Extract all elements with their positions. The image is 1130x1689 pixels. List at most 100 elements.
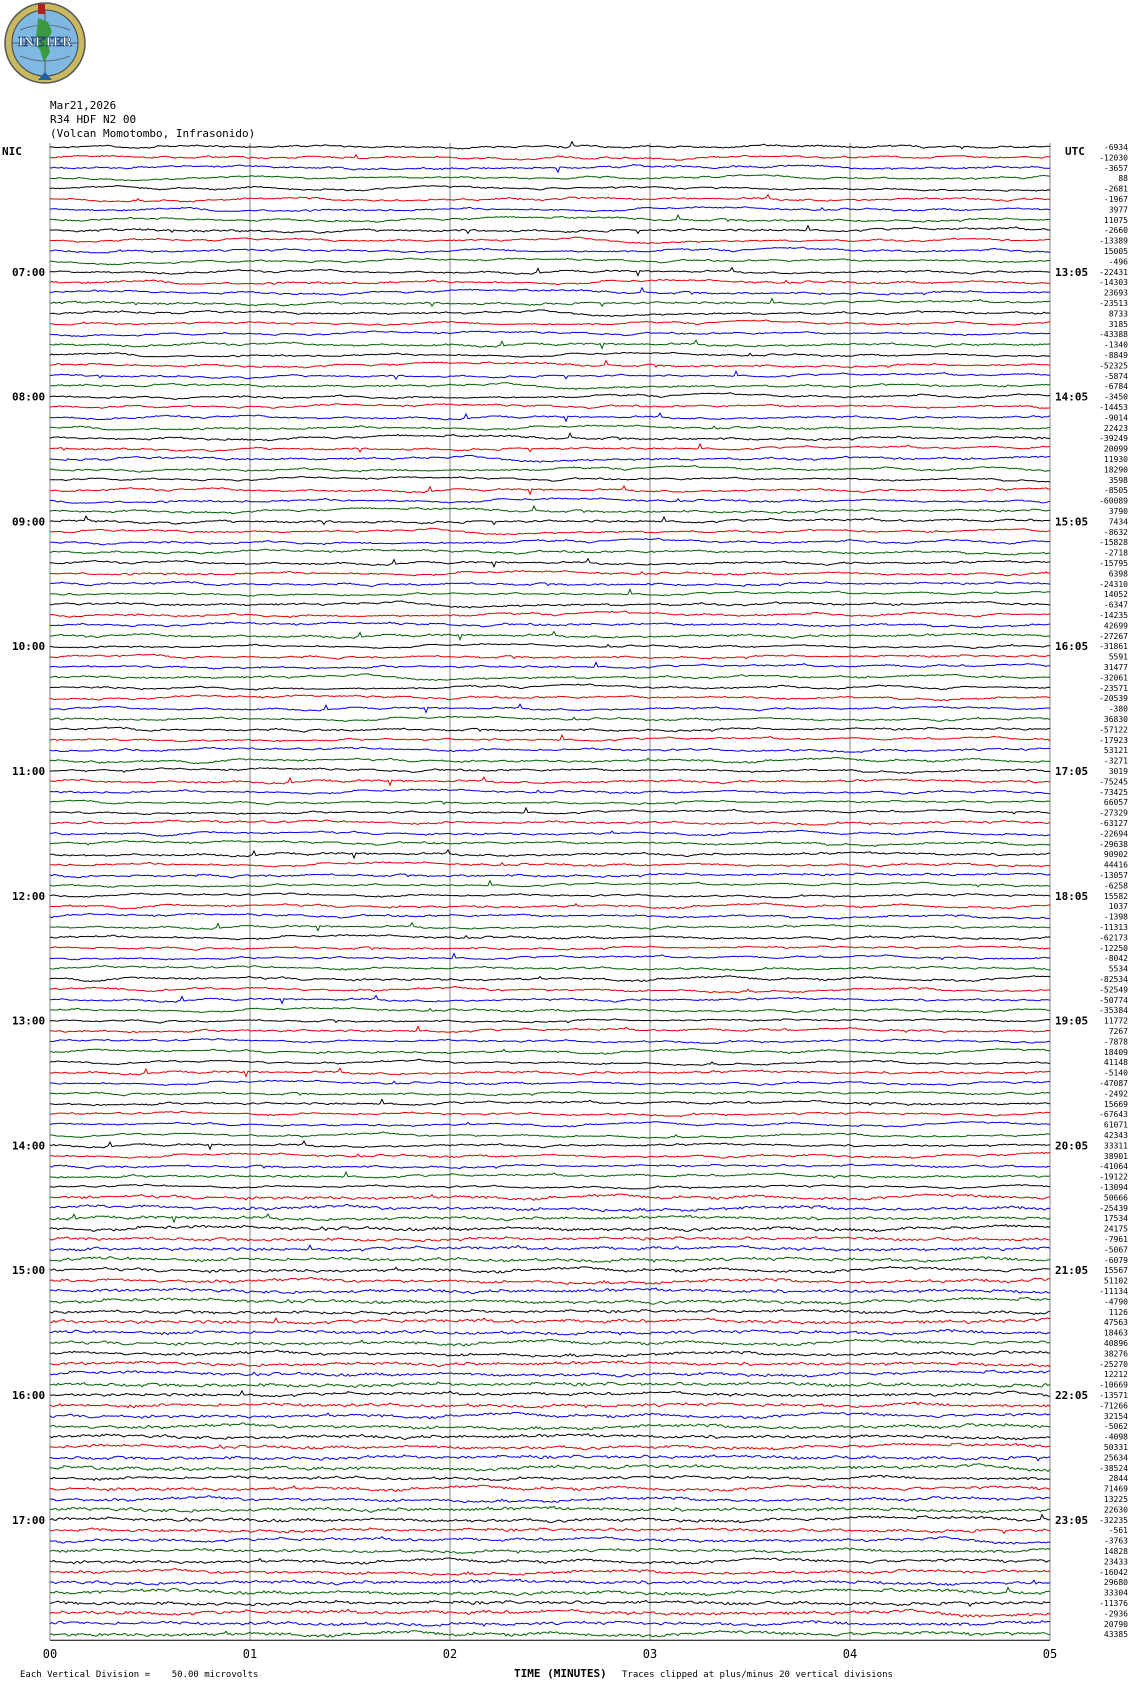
- trace-line: [49, 806, 1051, 816]
- trace-offset-label: -6347: [1104, 601, 1128, 610]
- trace-offset-label: -19122: [1099, 1173, 1128, 1182]
- trace-offset-label: 43385: [1104, 1630, 1128, 1639]
- left-time-label: 16:00: [12, 1389, 45, 1402]
- trace-line: [49, 683, 1051, 691]
- trace-line: [49, 819, 1051, 826]
- trace-line: [49, 934, 1051, 941]
- trace-offset-label: -13389: [1099, 237, 1128, 246]
- trace-line: [49, 1328, 1051, 1336]
- trace-offset-label: 40896: [1104, 1339, 1128, 1348]
- trace-line: [49, 1349, 1051, 1358]
- trace-line: [50, 309, 1051, 318]
- trace-offset-label: 44416: [1104, 861, 1128, 870]
- trace-line: [49, 1110, 1051, 1117]
- trace-offset-label: 11930: [1104, 455, 1128, 464]
- trace-offset-label: -41064: [1099, 1162, 1128, 1171]
- trace-line: [49, 985, 1051, 994]
- station-label: R34 HDF N2 00: [50, 113, 137, 126]
- trace-line: [50, 1338, 1051, 1347]
- trace-line: [49, 1547, 1051, 1554]
- trace-offset-label: -2718: [1104, 549, 1128, 558]
- trace-line: [49, 527, 1051, 536]
- trace-line: [50, 1586, 1051, 1597]
- trace-line: [49, 733, 1051, 743]
- trace-offset-label: 23693: [1104, 289, 1128, 298]
- trace-line: [49, 1495, 1051, 1504]
- trace-offset-label: -2660: [1104, 226, 1128, 235]
- trace-line: [49, 879, 1051, 888]
- trace-line: [49, 588, 1051, 597]
- trace-offset-label: 23433: [1104, 1557, 1128, 1566]
- trace-offset-label: -20539: [1099, 694, 1128, 703]
- trace-offset-label: 36830: [1104, 715, 1128, 724]
- trace-offset-label: -3271: [1104, 757, 1128, 766]
- trace-line: [49, 369, 1051, 381]
- trace-offset-label: -561: [1109, 1526, 1128, 1535]
- trace-line: [49, 1098, 1051, 1107]
- trace-line: [49, 694, 1050, 701]
- trace-offset-label: -11376: [1099, 1599, 1128, 1608]
- trace-line: [49, 330, 1051, 338]
- trace-offset-label: 29680: [1104, 1578, 1128, 1587]
- trace-line: [49, 1266, 1051, 1274]
- right-time-label: 15:05: [1055, 515, 1088, 528]
- trace-offset-label: 41148: [1104, 1058, 1128, 1067]
- trace-offset-label: -75245: [1099, 777, 1128, 786]
- right-timezone: UTC: [1065, 145, 1085, 158]
- trace-line: [49, 1037, 1051, 1044]
- trace-line: [49, 952, 1051, 961]
- trace-offset-label: 18409: [1104, 1048, 1128, 1057]
- trace-offset-label: -43388: [1099, 330, 1128, 339]
- right-time-label: 23:05: [1055, 1514, 1088, 1527]
- trace-line: [49, 1505, 1050, 1514]
- trace-offset-label: 3790: [1109, 507, 1128, 516]
- right-time-label: 17:05: [1055, 765, 1088, 778]
- trace-offset-label: 66057: [1104, 798, 1128, 807]
- x-tick-label: 04: [843, 1647, 857, 1661]
- trace-offset-label: 15005: [1104, 247, 1128, 256]
- trace-offset-label: -4790: [1104, 1297, 1128, 1306]
- left-time-label: 10:00: [12, 640, 45, 653]
- trace-offset-label: -6784: [1104, 382, 1128, 391]
- trace-offset-label: 20790: [1104, 1620, 1128, 1629]
- trace-offset-label: -52549: [1099, 985, 1128, 994]
- trace-line: [49, 1140, 1051, 1151]
- trace-offset-label: -6934: [1104, 143, 1128, 152]
- trace-offset-label: 88: [1118, 174, 1128, 183]
- trace-line: [49, 872, 1051, 879]
- trace-offset-label: -27267: [1099, 632, 1128, 641]
- trace-line: [49, 557, 1051, 569]
- left-time-label: 13:00: [12, 1015, 45, 1028]
- trace-line: [50, 1131, 1051, 1139]
- trace-offset-label: -2681: [1104, 185, 1128, 194]
- trace-offset-label: -82534: [1099, 975, 1128, 984]
- trace-line: [49, 839, 1051, 847]
- trace-line: [49, 206, 1051, 212]
- trace-offset-label: 3185: [1109, 320, 1128, 329]
- trace-line: [49, 392, 1051, 400]
- trace-offset-label: 51102: [1104, 1277, 1128, 1286]
- trace-line: [49, 497, 1051, 504]
- trace-offset-label: -32235: [1099, 1516, 1128, 1525]
- trace-offset-label: 3019: [1109, 767, 1128, 776]
- svg-text:INETER: INETER: [18, 35, 73, 49]
- trace-line: [49, 193, 1051, 203]
- trace-line: [49, 892, 1051, 899]
- left-time-label: 08:00: [12, 391, 45, 404]
- trace-line: [49, 1308, 1051, 1315]
- trace-offset-label: 38901: [1104, 1152, 1128, 1161]
- trace-offset-label: -16042: [1099, 1568, 1128, 1577]
- trace-line: [50, 767, 1051, 774]
- location-label: (Volcan Momotombo, Infrasonido): [50, 127, 256, 140]
- trace-offset-label: -496: [1109, 257, 1128, 266]
- trace-line: [49, 359, 1051, 369]
- right-time-label: 14:05: [1055, 391, 1088, 404]
- trace-line: [49, 257, 1051, 266]
- trace-line: [49, 1183, 1051, 1190]
- trace-offset-label: -5140: [1104, 1069, 1128, 1078]
- trace-offset-label: -13094: [1099, 1183, 1128, 1192]
- trace-line: [49, 1048, 1051, 1055]
- scale-note: Each Vertical Division = 50.00 microvolt…: [20, 1670, 259, 1680]
- trace-line: [49, 266, 1051, 277]
- trace-offset-label: 11772: [1104, 1017, 1128, 1026]
